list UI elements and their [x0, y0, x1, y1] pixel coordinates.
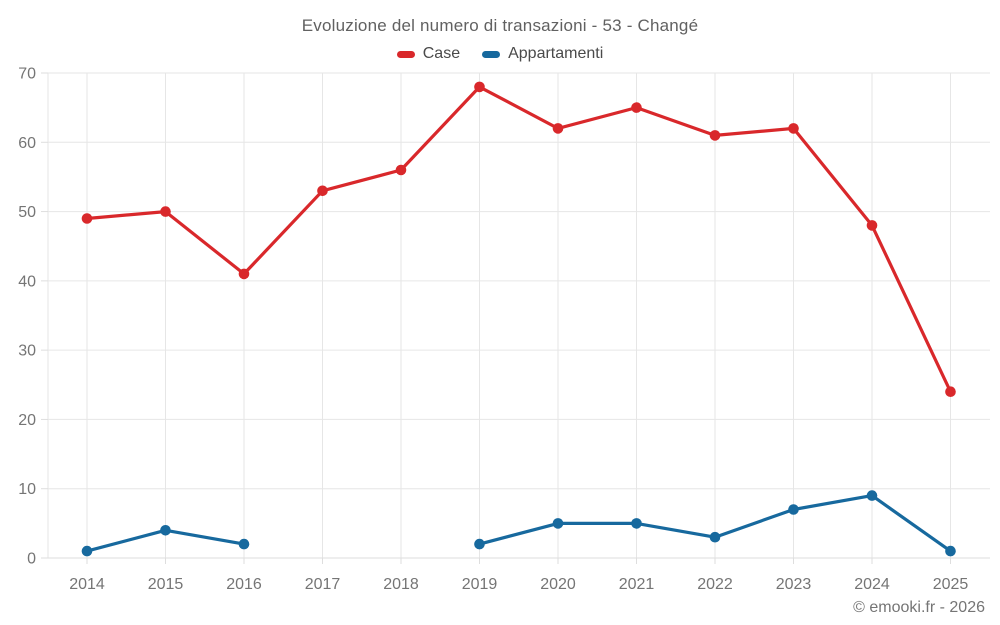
axis-layer: 0 10 20 30 40 50 60 70 2014 2015 2016 2017 2018 2019 2…: [18, 66, 968, 594]
copyright-footer: © emooki.fr - 2026: [853, 599, 985, 616]
legend-item-appartamenti[interactable]: Appartamenti: [482, 45, 603, 63]
svg-text:2023: 2023: [776, 576, 812, 593]
svg-text:20: 20: [18, 412, 36, 429]
svg-text:2024: 2024: [854, 576, 890, 593]
legend-item-case[interactable]: Case: [396, 45, 461, 63]
svg-text:0: 0: [27, 551, 36, 568]
svg-text:2017: 2017: [305, 576, 341, 593]
svg-text:40: 40: [18, 273, 36, 290]
chart-title: Evoluzione del numero di transazioni - 5…: [301, 16, 699, 35]
svg-text:2022: 2022: [697, 576, 733, 593]
legend-label-appartamenti: Appartamenti: [508, 45, 604, 62]
svg-text:2018: 2018: [383, 576, 419, 593]
svg-text:30: 30: [18, 343, 36, 360]
legend-label-case: Case: [422, 45, 461, 62]
legend-swatch-case-icon: [396, 50, 415, 58]
svg-text:10: 10: [18, 481, 36, 498]
grid-layer: [47, 72, 990, 559]
svg-text:50: 50: [18, 204, 36, 221]
svg-text:2015: 2015: [148, 576, 184, 593]
svg-text:2025: 2025: [933, 576, 969, 593]
legend-swatch-appartamenti-icon: [482, 50, 501, 58]
svg-text:70: 70: [18, 66, 36, 83]
svg-text:2020: 2020: [540, 576, 576, 593]
svg-text:2014: 2014: [69, 576, 105, 593]
svg-text:2021: 2021: [619, 576, 655, 593]
svg-text:2019: 2019: [462, 576, 498, 593]
chart-legend: Case Appartamenti: [0, 45, 1000, 63]
series-layer: [81, 81, 956, 557]
svg-text:2016: 2016: [226, 576, 262, 593]
svg-text:60: 60: [18, 135, 36, 152]
